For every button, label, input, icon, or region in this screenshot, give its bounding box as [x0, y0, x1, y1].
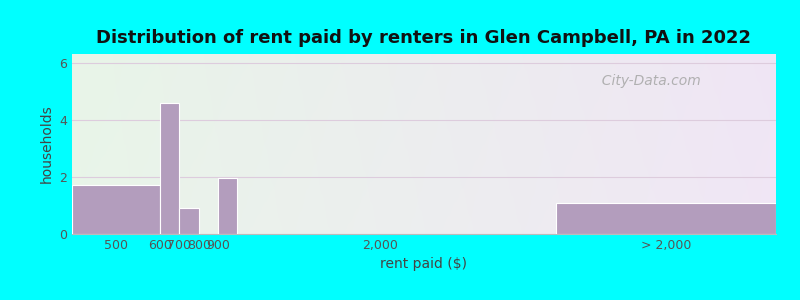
Bar [556, 202, 776, 234]
Bar [179, 208, 198, 234]
Bar [72, 185, 160, 234]
X-axis label: rent paid ($): rent paid ($) [381, 257, 467, 272]
Y-axis label: households: households [39, 105, 54, 183]
Title: Distribution of rent paid by renters in Glen Campbell, PA in 2022: Distribution of rent paid by renters in … [97, 29, 751, 47]
Text: City-Data.com: City-Data.com [593, 74, 701, 88]
Bar [218, 178, 238, 234]
Bar [160, 103, 179, 234]
